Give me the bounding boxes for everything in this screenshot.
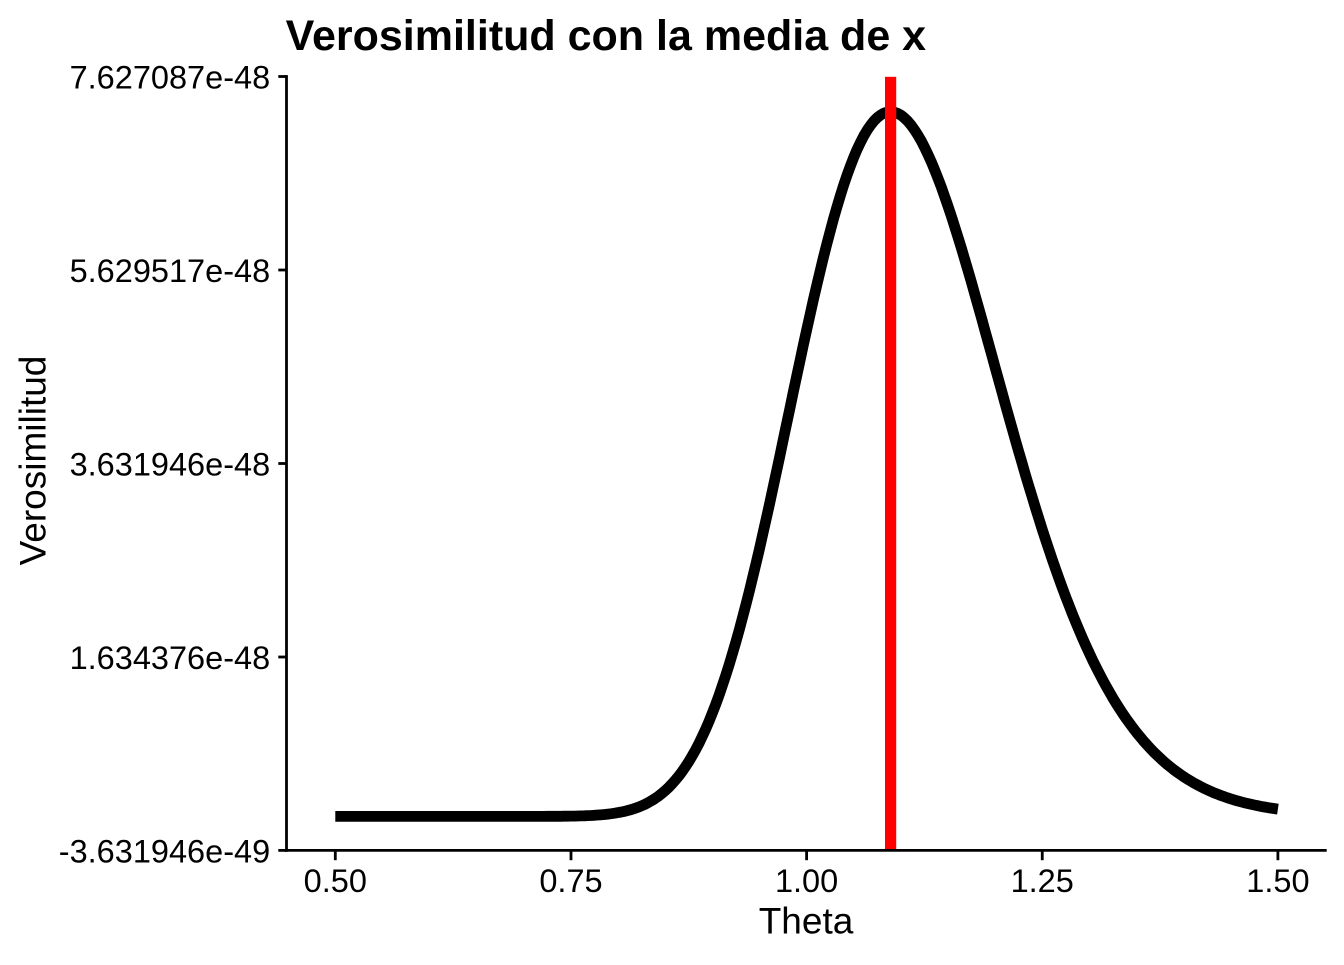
svg-text:Theta: Theta (759, 901, 854, 942)
svg-text:0.50: 0.50 (304, 863, 367, 899)
svg-text:7.627087e-48: 7.627087e-48 (70, 60, 271, 96)
svg-text:Verosimilitud: Verosimilitud (12, 356, 53, 566)
svg-text:1.00: 1.00 (775, 863, 838, 899)
svg-text:0.75: 0.75 (539, 863, 602, 899)
svg-text:1.25: 1.25 (1011, 863, 1074, 899)
svg-text:1.634376e-48: 1.634376e-48 (70, 640, 271, 676)
svg-text:5.629517e-48: 5.629517e-48 (70, 253, 271, 289)
svg-text:-3.631946e-49: -3.631946e-49 (59, 834, 270, 870)
svg-text:3.631946e-48: 3.631946e-48 (70, 447, 271, 483)
svg-text:Verosimilitud con la media de: Verosimilitud con la media de x (286, 12, 927, 60)
svg-text:1.50: 1.50 (1246, 863, 1309, 899)
